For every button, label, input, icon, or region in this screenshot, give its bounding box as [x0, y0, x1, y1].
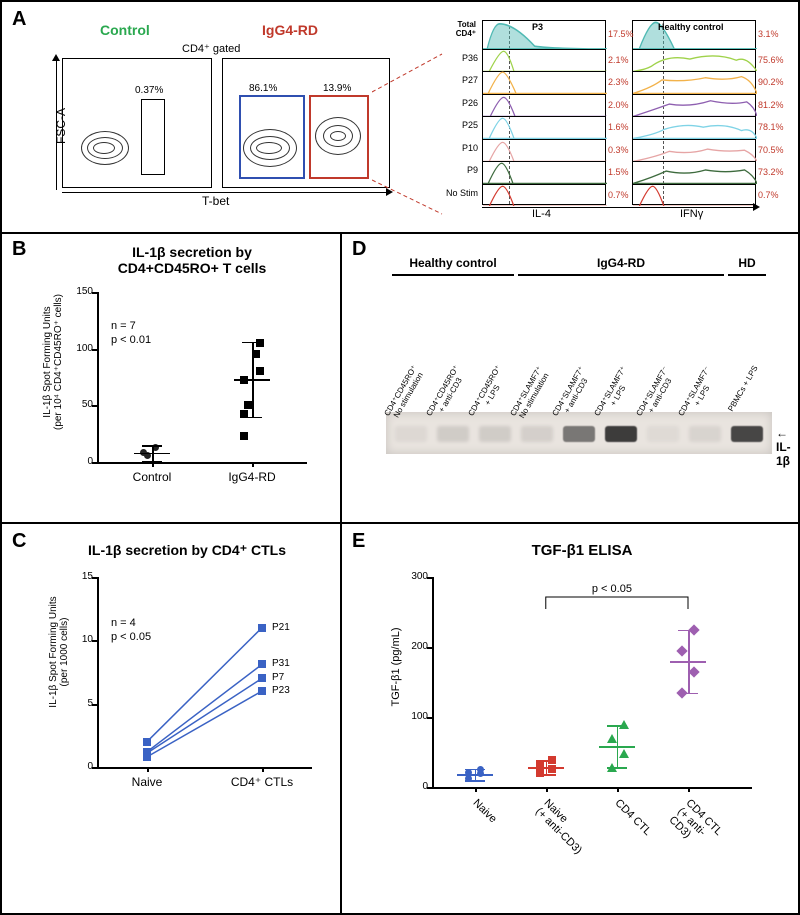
blot-lane-label: PBMCs + LPS [726, 364, 759, 413]
panel-b-yaxis: IL-1β Spot Forming Units (per 10⁴ CD4⁺CD… [42, 287, 64, 437]
contour-igg4: 86.1% 13.9% [222, 58, 390, 188]
hist-pct: 81.2% [758, 100, 784, 110]
hist-row-label: No Stim [438, 188, 478, 198]
ifn-axis-label: IFNγ [680, 208, 703, 220]
contour-control: 0.37% [62, 58, 212, 188]
figure-root: A Control IgG4-RD CD4⁺ gated 0.37% [0, 0, 800, 915]
igg4-blue-pct: 86.1% [249, 83, 277, 94]
panel-e-plot: 0100200300NaiveNaive (+ anti-CD3)CD4 CTL… [432, 577, 752, 787]
panel-c-plot: 051015P21P31P7P23NaiveCD4⁺ CTLsn = 4p < … [97, 577, 312, 767]
hist-pct: 3.1% [758, 29, 779, 39]
control-gate [141, 99, 165, 175]
hist-row-label: P26 [438, 98, 478, 108]
ifn-hist-panel [632, 20, 756, 205]
hist-pct: 78.1% [758, 122, 784, 132]
panel-a-histograms: IL-4 IFNγ Total CD4⁺P3Healthy control17.… [442, 20, 782, 220]
panel-d-area: CD4⁺CD45RO⁺No stimulationCD4⁺CD45RO⁺+ an… [362, 252, 782, 512]
hist-pct: 0.3% [608, 145, 629, 155]
hist-pct: 2.0% [608, 100, 629, 110]
igg4-blue-gate [239, 95, 305, 179]
hist-row-label: P10 [438, 143, 478, 153]
panel-b-label: B [12, 238, 26, 261]
hist-pct: 1.5% [608, 167, 629, 177]
control-title: Control [100, 22, 150, 38]
panel-a-contours: Control IgG4-RD CD4⁺ gated 0.37% 86.1% [62, 24, 392, 204]
panel-c-label: C [12, 530, 26, 553]
blot-band-label: ← IL-1β [776, 426, 791, 468]
panel-e-title: TGF-β1 ELISA [442, 542, 722, 559]
control-gate-pct: 0.37% [135, 85, 163, 96]
panel-b-title: IL-1β secretion by CD4+CD45RO+ T cells [62, 244, 322, 276]
hist-row-label: P25 [438, 120, 478, 130]
tbet-axis: T-bet [202, 194, 229, 208]
hist-pct: 0.7% [758, 190, 779, 200]
hist-pct: 17.5% [608, 29, 634, 39]
igg4-red-gate [309, 95, 369, 179]
il4-axis-label: IL-4 [532, 208, 551, 220]
igg4-title: IgG4-RD [262, 22, 318, 38]
panel-c-title: IL-1β secretion by CD4⁺ CTLs [52, 542, 322, 559]
panel-e-yaxis: TGF-β1 (pg/mL) [390, 597, 402, 737]
panel-c-yaxis: IL-1β Spot Forming Units (per 1000 cells… [48, 582, 70, 722]
hist-row-label: P9 [438, 165, 478, 175]
panel-e-label: E [352, 530, 365, 553]
hist-pct: 75.6% [758, 55, 784, 65]
hist-row-label: P36 [438, 53, 478, 63]
panel-a-label: A [12, 8, 26, 31]
cd4-gated-label: CD4⁺ gated [182, 42, 240, 55]
igg4-red-pct: 13.9% [323, 83, 351, 94]
panel-b-plot: 050100150ControlIgG4-RDn = 7p < 0.01 [97, 292, 307, 462]
hist-pct: 2.1% [608, 55, 629, 65]
il4-hist-panel [482, 20, 606, 205]
hist-pct: 0.7% [608, 190, 629, 200]
hist-pct: 90.2% [758, 77, 784, 87]
hist-pct: 73.2% [758, 167, 784, 177]
hist-pct: 1.6% [608, 122, 629, 132]
hist-pct: 2.3% [608, 77, 629, 87]
hist-row-label: P27 [438, 75, 478, 85]
hist-pct: 70.5% [758, 145, 784, 155]
